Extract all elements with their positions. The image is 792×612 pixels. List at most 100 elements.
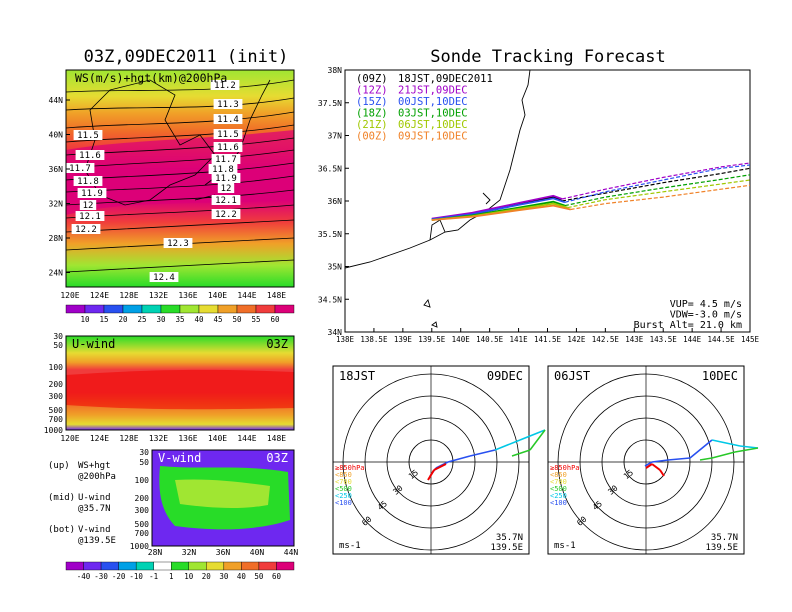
contour-label: 11.8: [77, 177, 99, 187]
map-lat-tick: 28N: [49, 234, 64, 243]
track-legend-code: (09Z): [356, 73, 388, 85]
ws-colorbar-tick: 10: [80, 315, 90, 324]
legend-note-sub: @35.7N: [78, 504, 111, 514]
hodograph-segment: [644, 461, 653, 467]
track-param: VDW=-3.0 m/s: [670, 310, 742, 321]
vwind-lat-tick: 32N: [182, 548, 197, 557]
map-lon-tick: 148E: [267, 291, 286, 300]
track-lat-tick: 36N: [328, 197, 343, 206]
contour-label-bg: [73, 130, 103, 140]
hodograph-segment: [734, 447, 759, 453]
hodograph-segment: [494, 439, 521, 451]
map-lon-tick: 136E: [178, 291, 197, 300]
track-lon-tick: 143.5E: [650, 335, 678, 344]
contour-label-bg: [210, 80, 240, 90]
wind-colorbar-swatch: [276, 561, 295, 571]
island-small: [423, 299, 438, 328]
uwind-p-tick: 1000: [44, 426, 63, 435]
track-lon-tick: 140.5E: [476, 335, 504, 344]
hodograph-segment: [651, 463, 661, 471]
contour-label-bg: [79, 200, 97, 210]
map-lon-tick: 132E: [149, 291, 168, 300]
hodograph-segment: [651, 459, 669, 463]
wind-colorbar: -40 -30 -20 -10 -1 1 10 20 30 40 50 60: [65, 561, 295, 581]
wind-colorbar-swatch: [153, 561, 172, 571]
uwind-p-tick: 300: [49, 392, 64, 401]
contour-label-bg: [163, 238, 193, 248]
track-panel: 38N 37.5N 37N 36.5N 36N 35.5N 35N 34.5N 34N 138E…: [318, 66, 760, 344]
uwind-lon-tick: 144E: [237, 434, 256, 443]
vwind-p-tick: 1000: [130, 542, 149, 551]
map-lat-tick: 40N: [49, 131, 64, 140]
contour-label: 11.7: [215, 155, 237, 165]
wind-colorbar-tick: 60: [272, 572, 282, 581]
hodograph-date: 09DEC: [487, 369, 523, 383]
hodograph-legend-item: <250: [335, 492, 352, 500]
track-param: Burst Alt= 21.0 km: [634, 320, 742, 331]
uwind-p-tick: 200: [49, 380, 64, 389]
contour-label-bg: [211, 173, 241, 183]
wind-colorbar-swatch: [118, 561, 137, 571]
contour-label: 11.5: [217, 130, 239, 140]
ws-colorbar-swatch: [141, 304, 162, 314]
track-lat-tick: 35.5N: [318, 230, 342, 239]
track-lon-tick: 141.5E: [534, 335, 562, 344]
contour-label-bg: [213, 129, 243, 139]
legend-note-value: U-wind: [78, 493, 111, 503]
contour-label-bg: [211, 209, 241, 219]
uwind-lon-tick: 132E: [149, 434, 168, 443]
track-legend-label: 09JST,10DEC: [398, 131, 468, 143]
ws-colorbar-swatch: [198, 304, 219, 314]
hodograph-lat: 35.7N: [496, 533, 523, 543]
hodograph-legend-item: <500: [335, 485, 352, 493]
hodograph-unit: ms-1: [339, 541, 361, 551]
ws-colorbar-swatch: [179, 304, 200, 314]
ws-colorbar-tick: 40: [194, 315, 204, 324]
wind-colorbar-swatch: [65, 561, 84, 571]
ws-colorbar-tick: 60: [270, 315, 280, 324]
ws-colorbar-tick: 45: [213, 315, 222, 324]
wind-colorbar-tick: 30: [219, 572, 229, 581]
track-lines: [431, 162, 750, 221]
right-title: Sonde Tracking Forecast: [430, 47, 665, 67]
hodograph-segment: [711, 439, 741, 447]
track-param: VUP= 4.5 m/s: [670, 299, 742, 310]
hodograph-date: 10DEC: [702, 369, 738, 383]
track-legend-label: 06JST,10DEC: [398, 119, 468, 131]
vwind-p-tick: 50: [139, 458, 149, 467]
hodograph-segment: [433, 463, 447, 471]
hodograph-segment: [711, 451, 736, 459]
ws-colorbar-tick: 15: [99, 315, 108, 324]
legend-note-sub: @200hPa: [78, 472, 116, 482]
map-lat-tick: 32N: [49, 200, 64, 209]
wind-colorbar-tick: 50: [254, 572, 264, 581]
vwind-label: V-wind: [158, 451, 201, 465]
track-legend-label: 03JST,10DEC: [398, 108, 468, 120]
ws-colorbar-tick: 25: [137, 315, 146, 324]
uwind-p-tick: 500: [49, 406, 64, 415]
contour-label: 11.9: [81, 189, 103, 199]
hodograph-lat: 35.7N: [711, 533, 738, 543]
map-lon-tick: 140E: [208, 291, 227, 300]
track-lon-tick: 139E: [394, 335, 413, 344]
track-line-drift: [561, 162, 750, 200]
contour-label: 12: [221, 184, 232, 194]
track-line-ascent: [431, 197, 566, 221]
hodograph-legend-item: <100: [335, 499, 352, 507]
contour-label-bg: [71, 224, 101, 234]
track-legend-code: (12Z): [356, 85, 388, 97]
track-lon-tick: 143E: [625, 335, 644, 344]
track-lon-tick: 140E: [452, 335, 471, 344]
contour-label: 12.1: [79, 212, 101, 222]
contour-label-bg: [213, 114, 243, 124]
vwind-time: 03Z: [266, 451, 288, 465]
contour-label-bg: [208, 164, 238, 174]
hodograph-legend-item: <700: [335, 478, 352, 486]
contour-label-bg: [211, 195, 241, 205]
ws-colorbar-swatch: [122, 304, 143, 314]
hodograph-lon: 139.5E: [705, 543, 738, 553]
track-lat-tick: 34N: [328, 328, 343, 337]
legend-note-key: (up): [48, 461, 70, 471]
map-lat-tick: 36N: [49, 165, 64, 174]
vwind-p-tick: 700: [135, 529, 150, 538]
